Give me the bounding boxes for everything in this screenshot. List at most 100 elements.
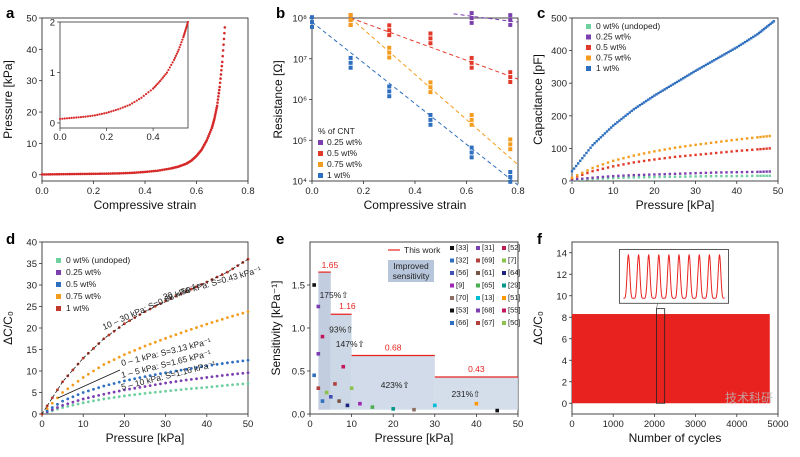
x-axis-title: Pressure [kPa] — [375, 431, 454, 445]
data-point — [123, 394, 126, 398]
y-tick-label: 50 — [26, 14, 37, 25]
data-point — [66, 402, 70, 406]
improvement-label: 231%⇧ — [451, 389, 480, 399]
data-point — [61, 404, 64, 407]
x-tick-label: 50 — [513, 419, 524, 430]
data-point — [605, 130, 609, 133]
data-point — [616, 121, 619, 124]
ref-legend-marker — [450, 283, 454, 288]
inset-data-point — [61, 117, 64, 120]
data-point — [112, 382, 116, 385]
inset-data-point — [107, 111, 110, 114]
cycle-signal-band — [572, 314, 770, 404]
data-point — [137, 171, 140, 174]
data-point — [632, 108, 635, 111]
data-point — [143, 375, 147, 378]
data-point — [469, 112, 474, 117]
data-point — [200, 376, 204, 380]
y-tick-label: 10⁸ — [292, 14, 307, 25]
data-point — [163, 168, 166, 171]
data-point — [469, 16, 474, 20]
data-point — [761, 29, 764, 32]
data-point — [169, 335, 173, 338]
data-point — [617, 176, 620, 180]
data-point — [206, 136, 209, 140]
data-point — [740, 174, 744, 178]
data-point — [220, 362, 224, 365]
data-point — [133, 377, 137, 381]
data-point — [221, 54, 224, 58]
data-point — [668, 156, 672, 159]
data-point — [107, 172, 110, 175]
ref-legend-label: [55] — [508, 306, 521, 315]
data-point — [97, 386, 101, 390]
data-point — [595, 140, 598, 143]
y-tick-label: 10 — [26, 139, 37, 150]
data-point — [591, 143, 594, 147]
data-point — [47, 173, 50, 176]
data-point — [215, 384, 219, 388]
data-point — [735, 46, 738, 49]
ref-legend-label: [53] — [456, 306, 469, 315]
inset-data-point — [89, 114, 92, 118]
data-point — [138, 385, 142, 389]
data-point — [117, 395, 121, 399]
reference-marker — [358, 401, 362, 406]
fit-line — [453, 13, 519, 23]
inset-data-point — [70, 116, 73, 120]
data-point — [709, 174, 713, 178]
data-point — [642, 152, 646, 155]
data-point — [653, 94, 656, 97]
data-point — [603, 132, 607, 135]
data-point — [148, 391, 152, 395]
x-tick-label: 0 — [569, 186, 574, 197]
data-point — [214, 110, 218, 114]
data-point — [729, 49, 732, 53]
data-point — [81, 172, 85, 176]
data-point — [109, 172, 112, 175]
x-tick-label: 20 — [119, 419, 130, 430]
inset-data-point — [96, 113, 99, 116]
data-point — [81, 391, 85, 394]
data-point — [745, 170, 749, 174]
ref-legend-marker — [476, 246, 480, 250]
data-point — [640, 102, 644, 106]
data-point — [699, 175, 702, 178]
inset-data-point — [105, 111, 108, 114]
legend-title: % of CNT — [318, 126, 355, 136]
data-point — [668, 172, 672, 176]
data-point — [123, 379, 126, 383]
data-point — [128, 378, 131, 382]
data-point — [56, 396, 59, 400]
data-point — [210, 321, 214, 324]
data-point — [647, 98, 650, 101]
data-point — [593, 141, 596, 145]
legend-label: 0.5 wt% — [596, 42, 627, 52]
data-point — [120, 171, 123, 175]
inset-data-point — [151, 87, 155, 90]
data-point — [618, 119, 621, 122]
x-tick-label: 0.8 — [241, 186, 254, 197]
data-point — [117, 389, 121, 393]
data-point — [712, 59, 716, 62]
y-axis-title: ΔC/C₀ — [1, 311, 15, 345]
data-point — [508, 170, 513, 175]
data-point — [195, 386, 198, 390]
y-tick-label: 0 — [32, 410, 37, 421]
data-point — [111, 172, 115, 175]
inset-x-tick-label: 0.4 — [146, 132, 159, 143]
legend-label: 1 wt% — [327, 170, 351, 180]
y-tick-label: 35 — [26, 259, 37, 270]
data-point — [651, 95, 654, 99]
y-tick-label: 1.5 — [292, 281, 305, 292]
data-point — [221, 49, 225, 52]
data-point — [50, 401, 54, 405]
inset-data-point — [177, 48, 180, 51]
data-point — [130, 171, 134, 175]
data-point — [200, 365, 204, 369]
data-point — [725, 139, 728, 143]
data-point — [236, 382, 240, 386]
data-point — [218, 85, 221, 89]
y-tick-label: 14 — [556, 248, 567, 259]
data-point — [71, 400, 75, 404]
